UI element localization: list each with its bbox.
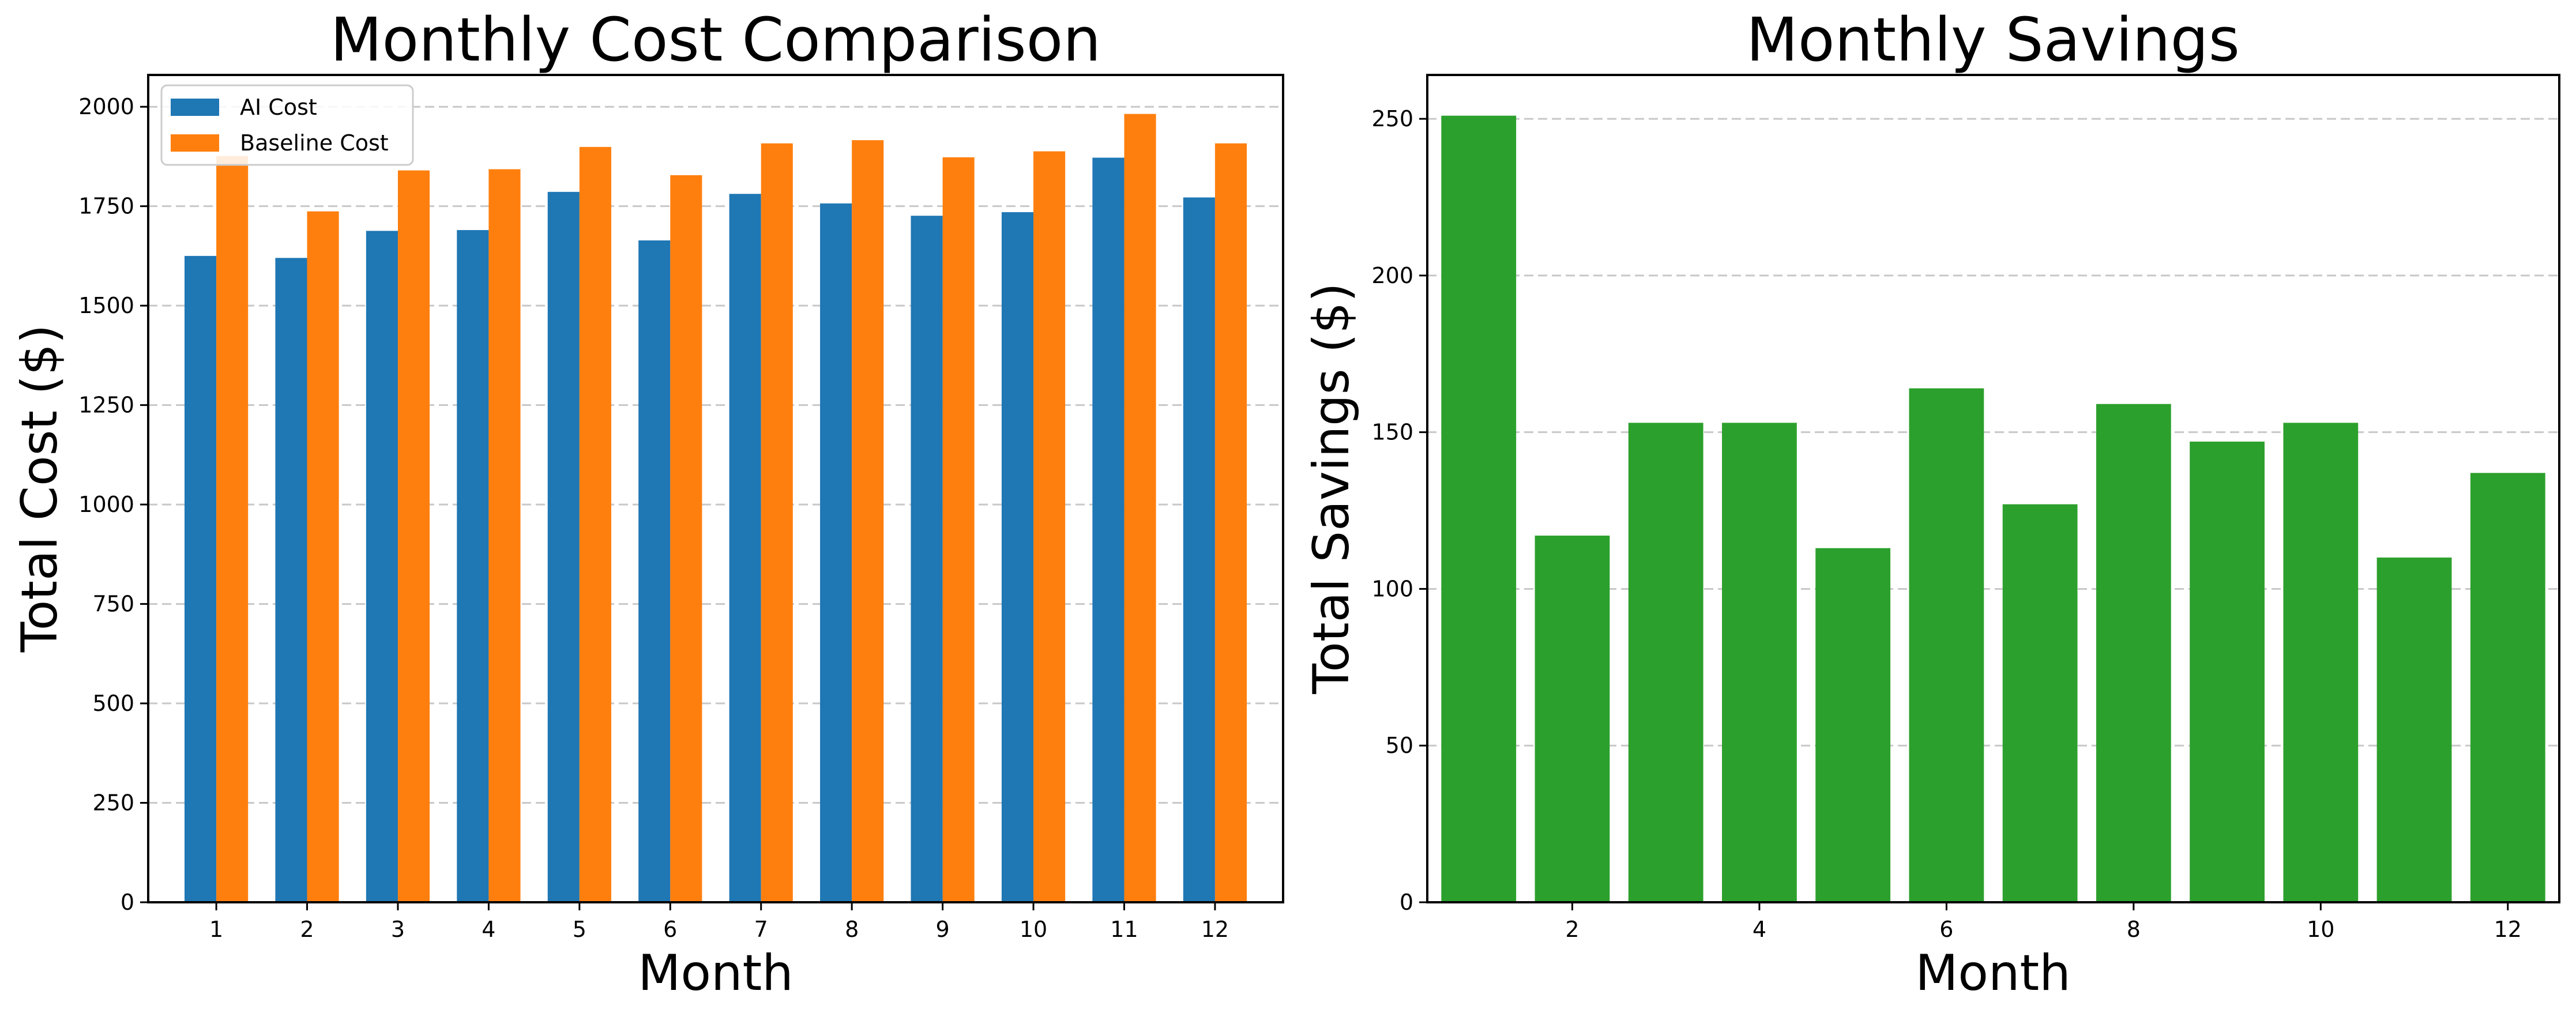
bar-ai-cost — [275, 258, 307, 903]
y-tick-label: 750 — [92, 592, 134, 617]
x-tick-label: 6 — [663, 917, 677, 942]
savings-chart: Monthly Savings 0 50 100 150 200 250 2 4 6 8 10 12… — [1303, 5, 2560, 1002]
bar-savings — [2002, 504, 2078, 902]
y-tick-label: 1500 — [78, 293, 134, 318]
y-tick-label: 1750 — [78, 194, 134, 219]
bar-baseline-cost — [488, 169, 521, 902]
savings-bars — [1441, 115, 2545, 903]
x-axis-label: Month — [638, 944, 794, 1002]
y-tick-label: 0 — [121, 890, 134, 915]
bar-savings — [2283, 423, 2359, 902]
x-tick-label: 4 — [1753, 917, 1766, 942]
x-tick-label: 2 — [1565, 917, 1579, 942]
legend-swatch-baseline-cost — [171, 134, 219, 152]
x-tick-label: 12 — [1201, 917, 1229, 942]
bar-savings — [1535, 536, 1610, 902]
legend-label-ai-cost: AI Cost — [240, 95, 317, 120]
y-tick-label: 50 — [1386, 733, 1413, 758]
bar-baseline-cost — [307, 211, 339, 903]
y-tick-label: 1000 — [78, 492, 134, 517]
bar-baseline-cost — [942, 157, 975, 903]
x-tick-label: 9 — [936, 917, 950, 942]
plot-frame — [147, 74, 1284, 903]
x-tick-label: 8 — [2127, 917, 2141, 942]
bar-baseline-cost — [1033, 151, 1066, 902]
y-axis-label: Total Cost ($) — [11, 325, 69, 653]
bar-ai-cost — [1001, 212, 1034, 902]
y-axis-label: Total Savings ($) — [1303, 282, 1360, 694]
bar-ai-cost — [820, 203, 852, 903]
bar-baseline-cost — [397, 170, 430, 903]
bar-savings — [1909, 388, 1984, 902]
x-tick-label: 4 — [482, 917, 495, 942]
bar-ai-cost — [457, 230, 489, 902]
y-tick-label: 100 — [1371, 576, 1413, 601]
chart-title: Monthly Savings — [1746, 5, 2240, 75]
bar-ai-cost — [366, 231, 398, 902]
bar-baseline-cost — [1124, 114, 1156, 902]
x-tick-label: 8 — [845, 917, 859, 942]
bar-baseline-cost — [670, 175, 702, 903]
bar-baseline-cost — [1214, 143, 1247, 903]
chart-title: Monthly Cost Comparison — [330, 5, 1101, 75]
bar-ai-cost — [1092, 157, 1125, 902]
bar-savings — [2376, 558, 2452, 902]
x-tick-label: 6 — [1939, 917, 1953, 942]
x-tick-label: 1 — [209, 917, 223, 942]
bar-savings — [2096, 404, 2171, 902]
bar-savings — [1722, 423, 1797, 902]
y-tick-label: 150 — [1371, 420, 1413, 445]
bar-savings — [2470, 473, 2545, 902]
y-tick-label: 250 — [1371, 106, 1413, 131]
y-tick-label: 2000 — [78, 94, 134, 119]
bar-savings — [1441, 115, 1517, 903]
bar-ai-cost — [1183, 197, 1215, 903]
y-tick-label: 1250 — [78, 393, 134, 418]
bar-ai-cost — [638, 240, 671, 902]
y-tick-label: 200 — [1371, 263, 1413, 288]
bar-ai-cost — [729, 194, 761, 902]
bar-savings — [2190, 441, 2265, 902]
legend: AI Cost Baseline Cost — [160, 84, 414, 166]
x-tick-label: 11 — [1110, 917, 1138, 942]
bar-savings — [1815, 548, 1891, 902]
legend-label-baseline-cost: Baseline Cost — [240, 130, 389, 156]
bar-baseline-cost — [761, 143, 793, 903]
cost-comparison-chart: Monthly Cost Comparison 0250500750100012… — [11, 5, 1284, 1002]
x-tick-label: 7 — [754, 917, 768, 942]
legend-box — [160, 84, 414, 166]
x-tick-label: 5 — [573, 917, 586, 942]
x-tick-label: 12 — [2494, 917, 2522, 942]
plot-frame — [1426, 74, 2560, 903]
bar-ai-cost — [547, 191, 580, 902]
bar-ai-cost — [184, 255, 217, 902]
y-tick-label: 0 — [1400, 890, 1413, 915]
y-tick-label: 500 — [92, 691, 134, 716]
x-tick-label: 10 — [2307, 917, 2334, 942]
y-tick-label: 250 — [92, 790, 134, 816]
x-tick-label: 2 — [300, 917, 314, 942]
bar-ai-cost — [911, 216, 943, 902]
bar-baseline-cost — [579, 146, 611, 903]
bar-savings — [1628, 423, 1703, 902]
x-tick-label: 10 — [1020, 917, 1047, 942]
x-axis-label: Month — [1915, 944, 2071, 1002]
bar-baseline-cost — [216, 156, 249, 903]
cost-bars — [184, 114, 1247, 903]
bar-baseline-cost — [852, 140, 884, 902]
legend-swatch-ai-cost — [171, 99, 219, 116]
x-tick-label: 3 — [391, 917, 405, 942]
